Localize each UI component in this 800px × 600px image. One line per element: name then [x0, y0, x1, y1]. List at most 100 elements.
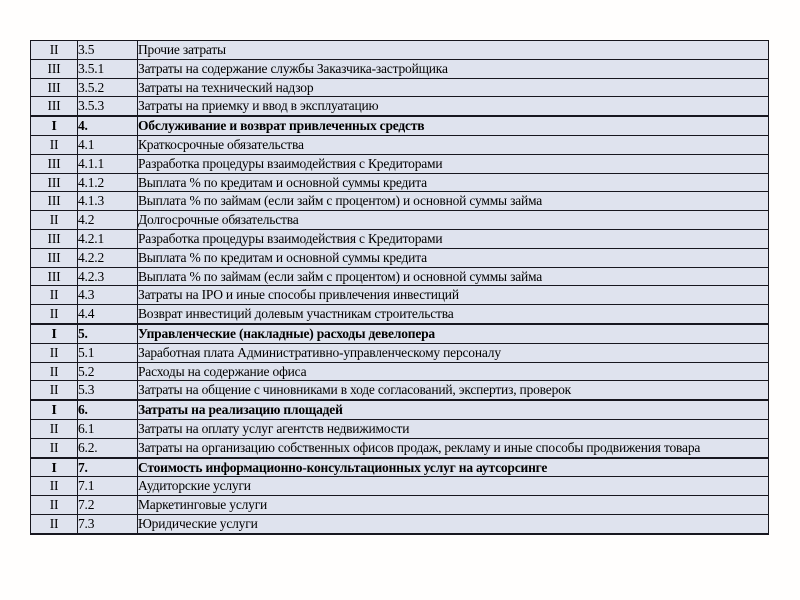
row-code: 5.3	[77, 380, 138, 401]
row-name: Маркетинговые услуги	[137, 495, 769, 515]
row-level: II	[30, 285, 78, 306]
row-name: Заработная плата Административно-управле…	[137, 342, 769, 363]
table-row: II 3.5 Прочие затраты	[30, 40, 769, 60]
row-code: 4.2.3	[77, 266, 138, 287]
row-level: II	[30, 304, 78, 325]
table-row: III 3.5.1 Затраты на содержание службы Зак…	[30, 58, 769, 79]
row-name: Управленческие (накладные) расходы девел…	[137, 322, 769, 344]
row-code: 4.2.2	[77, 247, 138, 268]
row-name: Разработка процедуры взаимодействия с Кр…	[137, 228, 769, 249]
row-code: 4.3	[77, 285, 138, 306]
row-level: I	[30, 456, 78, 478]
row-level: II	[30, 495, 78, 515]
table-row: II 4.4 Возврат инвестиций долевым участник…	[30, 304, 769, 325]
row-name: Обслуживание и возврат привлеченных сред…	[137, 115, 769, 136]
row-level: III	[30, 153, 78, 174]
table-row: III 3.5.2 Затраты на технический надзор	[30, 77, 769, 98]
table-row: III 4.2.1 Разработка процедуры взаимодейст…	[30, 228, 769, 249]
row-name: Затраты на оплату услуг агентств недвижи…	[137, 418, 769, 439]
table-row: III 4.2.2 Выплата % по кредитам и основной…	[30, 247, 769, 268]
row-level: III	[30, 96, 78, 117]
row-name: Затраты на технический надзор	[137, 77, 769, 98]
row-name: Юридические услуги	[137, 513, 769, 535]
row-code: 4.2.1	[77, 228, 138, 249]
table-row: III 4.1.2 Выплата % по кредитам и основной…	[30, 172, 769, 193]
row-code: 4.4	[77, 304, 138, 325]
row-name: Стоимость информационно-консультационных…	[137, 456, 769, 478]
table-row: II 7.1 Аудиторские услуги	[30, 476, 769, 497]
row-level: II	[30, 476, 78, 497]
table-row: III 3.5.3 Затраты на приемку и ввод в эксп…	[30, 96, 769, 117]
table-row: I 6. Затраты на реализацию площадей	[30, 399, 769, 420]
row-code: 7.2	[77, 495, 138, 515]
table-row: II 7.3 Юридические услуги	[30, 513, 769, 535]
row-level: II	[30, 210, 78, 230]
table-row: II 4.3 Затраты на IPO и иные способы привл…	[30, 285, 769, 306]
row-level: III	[30, 77, 78, 98]
row-level: I	[30, 322, 78, 344]
row-code: 6.2.	[77, 437, 138, 459]
row-name: Долгосрочные обязательства	[137, 210, 769, 230]
row-code: 6.1	[77, 418, 138, 439]
row-name: Затраты на приемку и ввод в эксплуатацию	[137, 96, 769, 117]
row-level: II	[30, 380, 78, 401]
row-code: 4.1	[77, 134, 138, 155]
row-name: Выплата % по кредитам и основной суммы к…	[137, 247, 769, 268]
row-name: Аудиторские услуги	[137, 476, 769, 497]
row-level: III	[30, 58, 78, 79]
row-code: 4.1.2	[77, 172, 138, 193]
row-name: Расходы на содержание офиса	[137, 361, 769, 382]
row-name: Затраты на реализацию площадей	[137, 399, 769, 420]
row-code: 4.2	[77, 210, 138, 230]
row-code: 5.	[77, 322, 138, 344]
row-code: 4.1.1	[77, 153, 138, 174]
row-level: II	[30, 361, 78, 382]
row-code: 3.5.3	[77, 96, 138, 117]
row-code: 3.5.1	[77, 58, 138, 79]
table-row: II 5.3 Затраты на общение с чиновниками в …	[30, 380, 769, 401]
row-code: 7.1	[77, 476, 138, 497]
row-level: III	[30, 191, 78, 212]
row-code: 5.1	[77, 342, 138, 363]
table-row: I 5. Управленческие (накладные) расходы де…	[30, 322, 769, 344]
row-level: I	[30, 399, 78, 420]
row-level: II	[30, 134, 78, 155]
row-level: III	[30, 266, 78, 287]
row-name: Разработка процедуры взаимодействия с Кр…	[137, 153, 769, 174]
row-name: Возврат инвестиций долевым участникам ст…	[137, 304, 769, 325]
row-name: Краткосрочные обязательства	[137, 134, 769, 155]
row-level: II	[30, 513, 78, 535]
table-row: II 7.2 Маркетинговые услуги	[30, 495, 769, 515]
row-name: Затраты на организацию собственных офисо…	[137, 437, 769, 459]
row-level: I	[30, 115, 78, 136]
row-level: III	[30, 247, 78, 268]
row-level: II	[30, 437, 78, 459]
row-name: Выплата % по займам (если займ с процент…	[137, 191, 769, 212]
table-row: II 5.1 Заработная плата Административно-уп…	[30, 342, 769, 363]
row-code: 3.5.2	[77, 77, 138, 98]
table-row: II 4.2 Долгосрочные обязательства	[30, 210, 769, 230]
row-name: Выплата % по кредитам и основной суммы к…	[137, 172, 769, 193]
row-code: 4.	[77, 115, 138, 136]
row-code: 7.	[77, 456, 138, 478]
row-code: 5.2	[77, 361, 138, 382]
row-name: Затраты на общение с чиновниками в ходе …	[137, 380, 769, 401]
row-name: Выплата % по займам (если займ с процент…	[137, 266, 769, 287]
row-code: 3.5	[77, 40, 138, 60]
row-name: Прочие затраты	[137, 40, 769, 60]
row-code: 4.1.3	[77, 191, 138, 212]
row-name: Затраты на содержание службы Заказчика-з…	[137, 58, 769, 79]
row-code: 6.	[77, 399, 138, 420]
table-row: III 4.1.3 Выплата % по займам (если займ с…	[30, 191, 769, 212]
table-row: II 6.2. Затраты на организацию собственных…	[30, 437, 769, 459]
cost-structure-table-body: II 3.5 Прочие затраты III 3.5.1 Затраты на со…	[30, 40, 769, 535]
row-level: III	[30, 172, 78, 193]
row-level: II	[30, 40, 78, 60]
row-level: III	[30, 228, 78, 249]
table-row: II 6.1 Затраты на оплату услуг агентств не…	[30, 418, 769, 439]
cost-structure-table: II 3.5 Прочие затраты III 3.5.1 Затраты на со…	[30, 40, 769, 535]
row-name: Затраты на IPO и иные способы привлечени…	[137, 285, 769, 306]
table-row: I 4. Обслуживание и возврат привлеченных с…	[30, 115, 769, 136]
table-row: I 7. Стоимость информационно-консультацион…	[30, 456, 769, 478]
